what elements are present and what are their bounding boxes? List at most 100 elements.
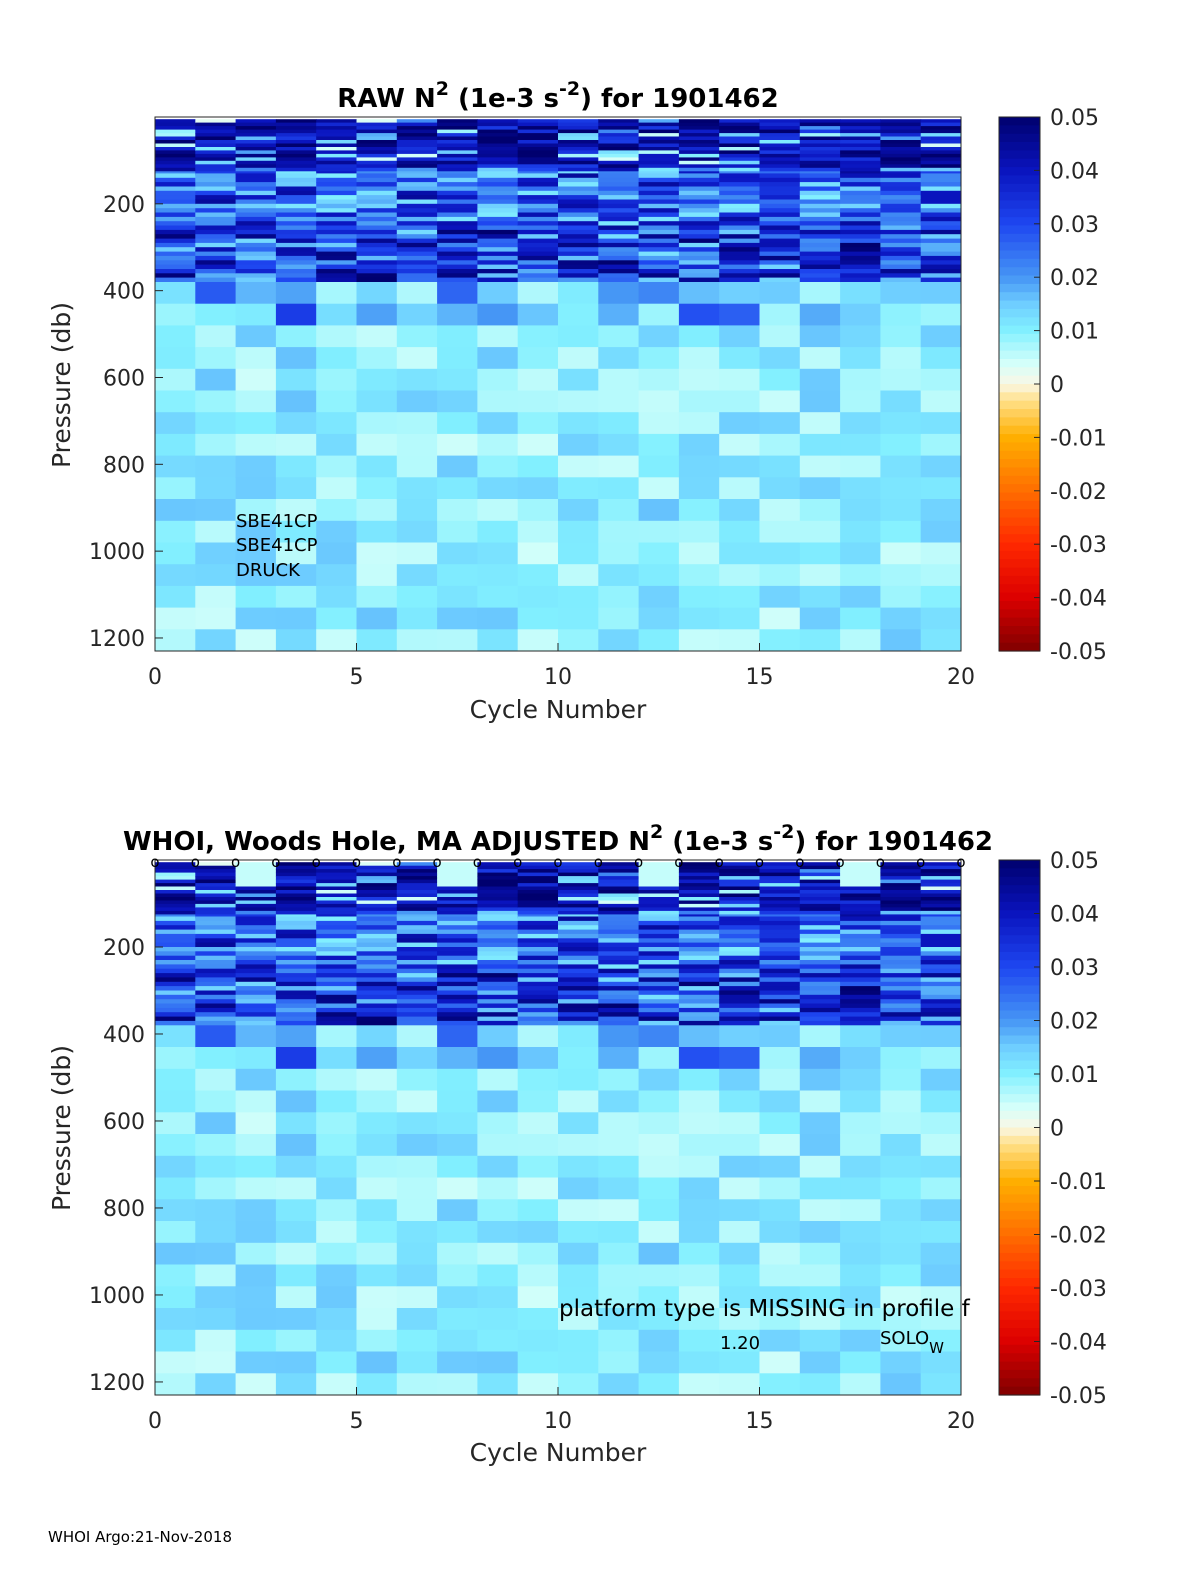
heat-cell	[396, 542, 438, 565]
heat-cell	[598, 171, 640, 176]
heat-cell	[396, 229, 438, 235]
profile-marker: o	[795, 853, 804, 871]
heat-cell	[920, 990, 962, 996]
heat-cell	[396, 977, 438, 983]
heat-cell	[477, 147, 519, 151]
y-tick-label: 800	[103, 453, 145, 478]
heat-cell	[195, 208, 237, 213]
heat-cell	[437, 133, 478, 138]
x-tick-label: 10	[544, 1409, 572, 1434]
heat-cell	[155, 234, 196, 239]
heat-cell	[437, 879, 478, 884]
heat-cell	[799, 164, 841, 169]
heat-cell	[840, 325, 881, 348]
heat-cell	[437, 960, 478, 965]
heat-cell	[880, 869, 922, 874]
heat-cell	[396, 1112, 438, 1135]
heat-cell	[759, 173, 801, 179]
profile-marker: o	[594, 853, 603, 871]
heat-cell	[678, 542, 720, 565]
heat-cell	[396, 140, 438, 144]
heat-cell	[356, 942, 398, 948]
heat-cell	[799, 1020, 841, 1026]
heat-cell	[316, 947, 357, 952]
colorbar-segment	[999, 1211, 1040, 1221]
heat-cell	[235, 1090, 277, 1113]
heat-cell	[678, 282, 720, 305]
colorbar-segment	[999, 1278, 1040, 1287]
heat-cell	[235, 897, 277, 901]
heat-cell	[840, 260, 881, 266]
heat-cell	[558, 629, 599, 652]
colorbar-segment	[999, 1202, 1040, 1212]
heat-cell	[558, 890, 599, 894]
heat-cell	[356, 907, 398, 912]
heat-cell	[759, 150, 801, 155]
heat-cell	[598, 186, 640, 192]
heat-cell	[437, 981, 478, 987]
heat-cell	[437, 229, 478, 235]
colorbar-segment	[999, 359, 1040, 368]
heat-cell	[316, 1112, 357, 1135]
heat-cell	[477, 186, 519, 192]
heat-cell	[275, 282, 317, 305]
heat-cell	[477, 433, 519, 457]
colorbar-segment	[999, 1160, 1040, 1170]
heat-cell	[920, 455, 962, 478]
heat-cell	[638, 216, 680, 222]
heat-cell	[235, 234, 277, 239]
heat-cell	[678, 208, 720, 213]
heat-cell	[155, 872, 196, 877]
heat-cell	[840, 147, 881, 151]
heat-cell	[316, 160, 357, 165]
heat-cell	[799, 150, 841, 155]
heat-cell	[598, 150, 640, 155]
colorbar-segment	[999, 893, 1040, 903]
heat-cell	[880, 225, 922, 231]
heat-cell	[638, 255, 680, 261]
heat-cell	[759, 234, 801, 239]
heat-cell	[356, 1016, 398, 1022]
heat-cell	[477, 869, 519, 874]
heat-cell	[195, 251, 237, 257]
heat-cell	[477, 1090, 519, 1113]
heat-cell	[155, 1221, 196, 1244]
colorbar-tick-label: -0.04	[1050, 1331, 1107, 1356]
heat-cell	[880, 153, 922, 158]
heat-cell	[759, 865, 801, 870]
heat-cell	[799, 955, 841, 961]
heat-cell	[356, 433, 398, 457]
heat-cell	[598, 126, 640, 131]
heat-cell	[235, 255, 277, 261]
heat-cell	[840, 203, 881, 209]
heat-cell	[477, 390, 519, 413]
heat-cell	[558, 173, 599, 179]
heat-cell	[598, 994, 640, 1000]
heat-cell	[719, 960, 760, 965]
heat-cell	[517, 907, 559, 912]
heat-cell	[235, 869, 277, 874]
heat-cell	[719, 173, 760, 179]
heat-cell	[396, 929, 438, 935]
heat-cell	[638, 1047, 680, 1070]
heat-cell	[799, 126, 841, 131]
heat-cell	[437, 247, 478, 252]
heat-cell	[155, 977, 196, 983]
heat-cell	[396, 167, 438, 172]
heat-cell	[437, 234, 478, 239]
colorbar-segment	[999, 342, 1040, 352]
heat-cell	[275, 916, 317, 922]
colorbar-segment	[999, 283, 1040, 293]
heat-cell	[638, 157, 680, 162]
heat-cell	[759, 119, 801, 124]
heat-cell	[920, 177, 962, 183]
heat-cell	[638, 1068, 680, 1091]
heat-cell	[920, 282, 962, 305]
heat-cell	[920, 136, 962, 141]
heat-cell	[195, 160, 237, 165]
heat-cell	[678, 607, 720, 630]
heat-cell	[477, 1221, 519, 1244]
heat-cell	[799, 1068, 841, 1091]
heat-cell	[598, 136, 640, 141]
heat-cell	[558, 1007, 599, 1013]
